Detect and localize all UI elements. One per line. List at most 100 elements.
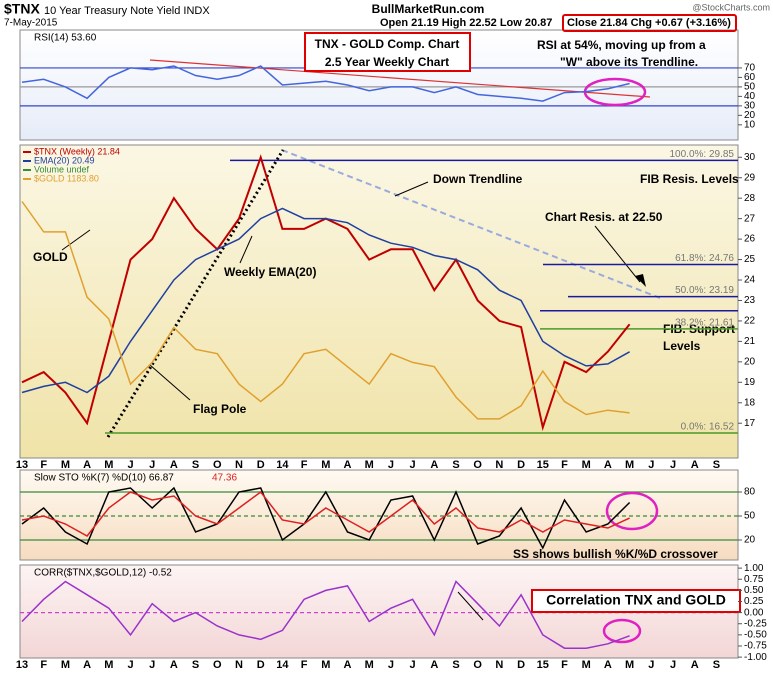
x-tick-label: 13 xyxy=(16,459,28,471)
annotation: "W" above its Trendline. xyxy=(560,55,698,69)
x-tick-label: F xyxy=(561,459,568,471)
legend-label: $GOLD 1183.80 xyxy=(34,173,99,183)
y-tick-label: 0.25 xyxy=(744,596,764,607)
annotation: Chart Resis. at 22.50 xyxy=(545,210,663,224)
annotation: Weekly EMA(20) xyxy=(224,265,316,279)
y-tick-label: -0.75 xyxy=(744,641,767,652)
x-tick-label: J xyxy=(648,459,654,471)
leader xyxy=(394,181,429,197)
x-tick-label: S xyxy=(713,659,720,671)
annotation: 2.5 Year Weekly Chart xyxy=(325,55,449,69)
x-tick-label: A xyxy=(344,459,352,471)
series-line xyxy=(21,486,631,550)
x-tick-label: F xyxy=(40,659,47,671)
leader xyxy=(239,235,253,264)
x-tick-label: M xyxy=(321,459,330,471)
series-line xyxy=(21,207,630,394)
x-tick-label: J xyxy=(410,659,416,671)
down-trendline xyxy=(281,149,661,299)
x-tick-label: M xyxy=(61,459,70,471)
y-tick-label: 17 xyxy=(744,418,756,429)
x-tick-label: F xyxy=(301,459,308,471)
x-tick-label: N xyxy=(495,459,503,471)
y-tick-label: 70 xyxy=(744,63,756,74)
x-tick-label: J xyxy=(670,659,676,671)
leader xyxy=(61,229,91,251)
x-tick-label: D xyxy=(257,659,265,671)
x-tick-label: M xyxy=(321,659,330,671)
leader xyxy=(594,225,641,283)
y-tick-label: -0.25 xyxy=(744,618,767,629)
y-tick-label: 21 xyxy=(744,336,756,347)
y-tick-label: 20 xyxy=(744,356,756,367)
x-tick-label: 13 xyxy=(16,659,28,671)
x-tick-label: A xyxy=(604,659,612,671)
x-tick-label: A xyxy=(170,459,178,471)
x-tick-label: M xyxy=(365,659,374,671)
y-tick-label: 23 xyxy=(744,295,756,306)
sto-panel xyxy=(19,469,739,561)
x-tick-label: M xyxy=(582,659,591,671)
x-tick-label: D xyxy=(517,659,525,671)
x-tick-label: D xyxy=(517,459,525,471)
arrow xyxy=(635,274,646,287)
level-label: 38.2%: 21.61 xyxy=(675,318,734,329)
x-tick-label: N xyxy=(495,659,503,671)
credit: @StockCharts.com xyxy=(692,2,770,12)
annotation: Flag Pole xyxy=(193,402,247,416)
flag-pole xyxy=(106,149,285,438)
annotation: TNX - GOLD Comp. Chart xyxy=(315,37,460,51)
close: Close 21.84 Chg +0.67 (+3.16%) xyxy=(567,17,731,29)
y-tick-label: 19 xyxy=(744,377,756,388)
x-tick-label: A xyxy=(691,459,699,471)
panel-title: RSI(14) 53.60 xyxy=(34,33,97,44)
y-tick-label: 1.00 xyxy=(744,563,764,574)
x-tick-label: J xyxy=(410,459,416,471)
x-tick-label: A xyxy=(430,659,438,671)
close-box xyxy=(562,14,737,32)
series-line xyxy=(21,201,630,420)
rsi-trendline xyxy=(149,59,651,98)
x-tick-label: O xyxy=(213,459,222,471)
x-tick-label: J xyxy=(127,659,133,671)
y-tick-label: 28 xyxy=(744,193,756,204)
x-tick-label: A xyxy=(344,659,352,671)
highlight xyxy=(602,618,642,644)
y-tick-label: 24 xyxy=(744,275,756,286)
annotation: SS shows bullish %K/%D crossover xyxy=(513,547,718,561)
leader xyxy=(149,364,191,401)
x-tick-label: J xyxy=(149,659,155,671)
annotation: Correlation TNX and GOLD xyxy=(546,592,726,608)
legend-label: 47.36 xyxy=(212,473,237,484)
y-tick-label: 0.75 xyxy=(744,574,764,585)
x-tick-label: F xyxy=(561,659,568,671)
legend-label: $TNX (Weekly) 21.84 xyxy=(34,146,120,156)
legend-label: EMA(20) 20.49 xyxy=(34,155,95,165)
x-tick-label: O xyxy=(473,459,482,471)
y-tick-label: 0.00 xyxy=(744,607,764,618)
legend-label: Slow STO %K(7) %D(10) 66.87 xyxy=(34,473,174,484)
x-tick-label: N xyxy=(235,659,243,671)
ohl: Open 21.19 High 22.52 Low 20.87 xyxy=(380,17,552,29)
x-tick-label: S xyxy=(713,459,720,471)
x-tick-label: 15 xyxy=(537,459,549,471)
x-tick-label: S xyxy=(452,659,459,671)
x-tick-label: M xyxy=(104,459,113,471)
leader xyxy=(457,591,484,621)
x-tick-label: M xyxy=(104,659,113,671)
x-tick-label: M xyxy=(61,659,70,671)
legend-label: Volume undef xyxy=(34,164,90,174)
date: 7-May-2015 xyxy=(4,18,58,29)
x-tick-label: 15 xyxy=(537,659,549,671)
y-tick-label: -1.00 xyxy=(744,652,767,663)
y-tick-label: 50 xyxy=(744,82,756,93)
x-tick-label: M xyxy=(365,459,374,471)
x-tick-label: F xyxy=(40,459,47,471)
annotation: RSI at 54%, moving up from a xyxy=(537,38,706,52)
x-tick-label: 14 xyxy=(276,659,289,671)
y-tick-label: 25 xyxy=(744,254,756,265)
y-tick-label: 60 xyxy=(744,72,756,83)
x-tick-label: J xyxy=(149,459,155,471)
x-tick-label: N xyxy=(235,459,243,471)
